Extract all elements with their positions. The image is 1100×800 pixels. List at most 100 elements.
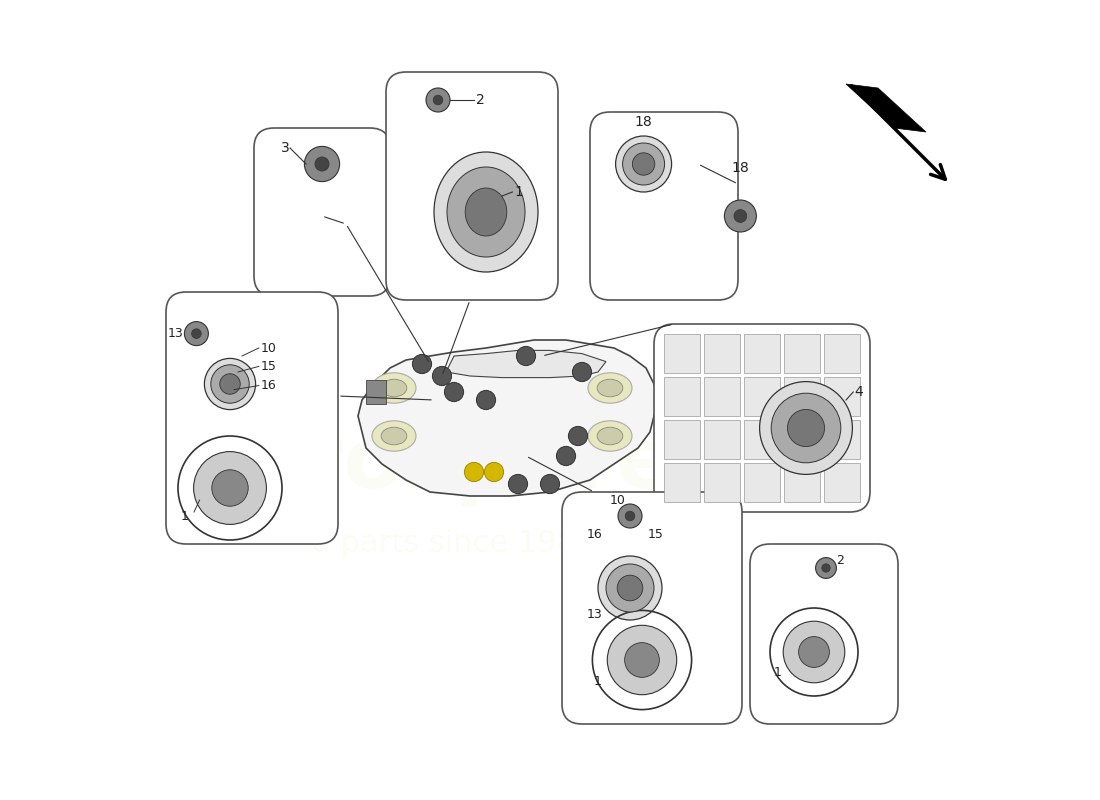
Ellipse shape [382,427,407,445]
Circle shape [205,358,255,410]
Circle shape [771,393,840,462]
Circle shape [799,637,829,667]
Bar [745,378,780,416]
Polygon shape [358,340,658,496]
Text: 15: 15 [261,360,276,373]
Ellipse shape [382,379,407,397]
FancyBboxPatch shape [590,112,738,300]
Circle shape [625,642,659,678]
Text: 18: 18 [732,161,749,175]
Bar [664,421,700,458]
Circle shape [315,157,329,171]
Circle shape [725,200,757,232]
Text: 4: 4 [854,385,862,399]
Circle shape [432,366,452,386]
Bar [745,421,780,458]
Circle shape [606,564,654,612]
Text: 2: 2 [836,554,845,566]
Ellipse shape [588,421,632,451]
Circle shape [734,210,747,222]
Circle shape [484,462,504,482]
Circle shape [540,474,560,494]
Bar [784,334,820,373]
FancyBboxPatch shape [562,492,742,724]
Text: 15: 15 [648,528,663,541]
Text: 16: 16 [586,528,602,541]
Circle shape [617,575,642,601]
Bar [664,334,700,373]
Circle shape [211,365,250,403]
Circle shape [760,382,852,474]
Ellipse shape [372,373,416,403]
Circle shape [616,136,672,192]
Circle shape [788,410,825,446]
Ellipse shape [447,167,525,257]
FancyBboxPatch shape [386,72,558,300]
Circle shape [607,626,676,694]
Text: 2: 2 [476,93,485,107]
Polygon shape [846,84,926,132]
Bar [784,421,820,458]
Text: 10: 10 [261,342,276,354]
Text: 13: 13 [168,327,184,340]
Text: 18: 18 [634,114,651,129]
Bar [824,421,859,458]
Text: 1: 1 [180,510,188,522]
Bar [704,463,739,502]
Circle shape [783,621,845,683]
Circle shape [194,451,266,525]
Bar [824,334,859,373]
Text: 1: 1 [774,666,782,678]
Ellipse shape [372,421,416,451]
Text: 3: 3 [282,141,290,155]
Bar [784,463,820,502]
Bar [784,378,820,416]
FancyBboxPatch shape [750,544,898,724]
FancyBboxPatch shape [654,324,870,512]
Text: 1: 1 [514,185,522,199]
Circle shape [185,322,208,346]
Circle shape [557,446,575,466]
Circle shape [598,556,662,620]
Circle shape [625,511,635,521]
Circle shape [220,374,240,394]
Circle shape [516,346,536,366]
Text: 16: 16 [261,379,276,392]
Circle shape [444,382,463,402]
Circle shape [212,470,249,506]
FancyBboxPatch shape [166,292,338,544]
Circle shape [815,558,836,578]
Bar [704,378,739,416]
Circle shape [623,143,664,185]
Bar [704,421,739,458]
Text: 1: 1 [594,675,602,688]
Text: 10: 10 [610,494,626,506]
Circle shape [508,474,528,494]
Ellipse shape [588,373,632,403]
Bar [824,463,859,502]
Polygon shape [446,350,606,378]
Circle shape [464,462,484,482]
Text: 13: 13 [586,608,602,621]
Circle shape [305,146,340,182]
Bar [664,378,700,416]
Circle shape [572,362,592,382]
Ellipse shape [434,152,538,272]
Bar [745,334,780,373]
Circle shape [822,564,830,572]
Text: eurospares: eurospares [182,422,726,506]
Text: a parts since 1985: a parts since 1985 [312,530,596,558]
Bar [366,380,386,404]
Ellipse shape [465,188,507,236]
Circle shape [426,88,450,112]
Ellipse shape [597,379,623,397]
Bar [824,378,859,416]
Circle shape [433,95,443,105]
Circle shape [632,153,654,175]
Circle shape [412,354,431,374]
Bar [704,334,739,373]
FancyBboxPatch shape [254,128,390,296]
Ellipse shape [597,427,623,445]
Circle shape [618,504,642,528]
Bar [745,463,780,502]
